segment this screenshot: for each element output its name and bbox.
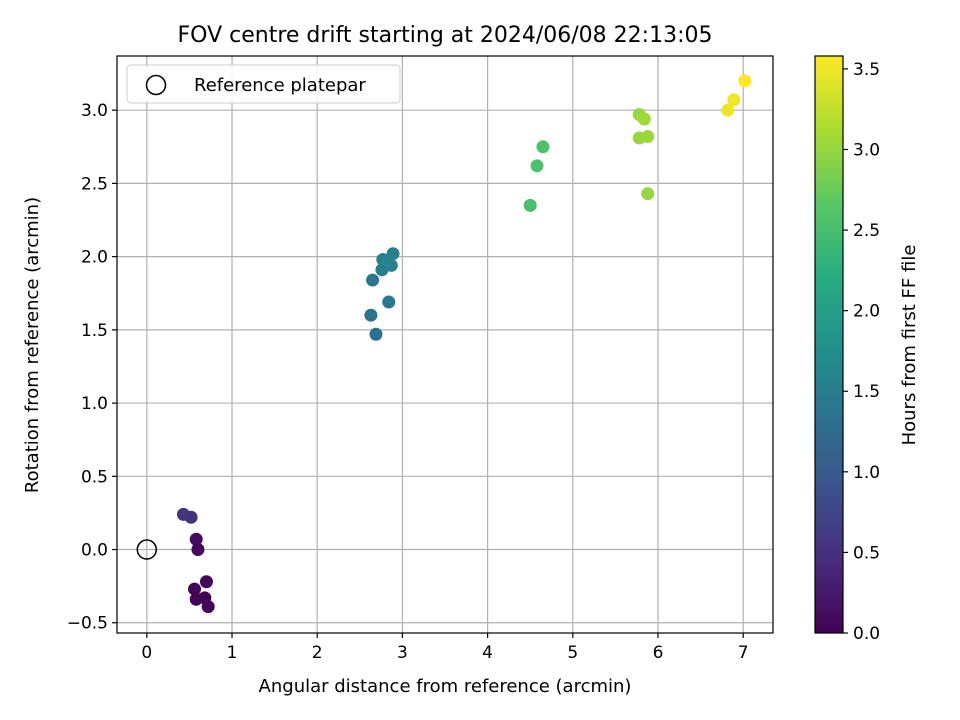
- legend-box: [126, 64, 401, 104]
- data-point: [386, 247, 400, 261]
- y-tick-label: −0.5: [67, 614, 108, 634]
- data-point: [364, 308, 378, 322]
- data-point: [188, 582, 202, 596]
- legend-marker-icon: [145, 74, 167, 96]
- x-axis-ticks: 0 1 2 3 4 5 6 7: [141, 633, 749, 663]
- x-tick-label: 2: [312, 643, 323, 663]
- data-point: [523, 198, 537, 212]
- y-tick-label: 0.0: [81, 541, 108, 561]
- colorbar-label: Hours from first FF file: [899, 245, 920, 446]
- legend: Reference platepar: [126, 64, 401, 104]
- data-point: [727, 93, 741, 107]
- colorbar-tick-label: 3.5: [853, 60, 880, 80]
- data-point: [738, 74, 752, 88]
- x-tick-label: 7: [738, 643, 749, 663]
- data-point: [199, 575, 213, 589]
- colorbar-tick-label: 0.5: [853, 543, 880, 563]
- y-tick-label: 3.0: [81, 101, 108, 121]
- data-point: [184, 510, 198, 524]
- x-tick-label: 4: [482, 643, 493, 663]
- colorbar-tick-label: 2.0: [853, 302, 880, 322]
- data-point: [366, 273, 380, 287]
- data-point: [201, 600, 215, 614]
- y-tick-label: 1.0: [81, 394, 108, 414]
- y-tick-label: 2.0: [81, 248, 108, 268]
- plot-frame: [116, 55, 774, 634]
- colorbar-tick-label: 1.0: [853, 463, 880, 483]
- data-point: [536, 140, 550, 154]
- grid-lines: [117, 56, 773, 633]
- data-point: [369, 327, 383, 341]
- legend-entry-label: Reference platepar: [194, 75, 366, 96]
- colorbar-tick-label: 1.5: [853, 382, 880, 402]
- data-point: [382, 295, 396, 309]
- y-tick-label: 2.5: [81, 174, 108, 194]
- y-tick-label: 1.5: [81, 321, 108, 341]
- data-point: [189, 532, 203, 546]
- data-point: [530, 159, 544, 173]
- reference-marker: [136, 539, 158, 560]
- data-point: [641, 130, 655, 144]
- data-point: [384, 258, 398, 272]
- x-tick-label: 3: [397, 643, 408, 663]
- x-tick-label: 1: [227, 643, 238, 663]
- colorbar-tick-label: 3.0: [853, 140, 880, 160]
- data-point: [637, 112, 651, 126]
- data-point: [641, 187, 655, 201]
- y-tick-label: 0.5: [81, 467, 108, 487]
- reference-platepar-marker: [136, 539, 158, 560]
- y-axis-label: Rotation from reference (arcmin): [22, 197, 43, 493]
- chart-title: FOV centre drift starting at 2024/06/08 …: [178, 23, 713, 48]
- colorbar: 0.0 0.5 1.0 1.5 2.0 2.5 3.0 3.5 Hours from firs…: [814, 55, 920, 644]
- data-point: [721, 103, 735, 117]
- x-tick-label: 6: [653, 643, 664, 663]
- x-axis-label: Angular distance from reference (arcmin): [259, 676, 632, 697]
- colorbar-gradient: [814, 55, 844, 634]
- data-point: [191, 543, 205, 557]
- x-tick-label: 0: [141, 643, 152, 663]
- data-points: [176, 74, 752, 614]
- colorbar-tick-label: 2.5: [853, 221, 880, 241]
- y-axis-ticks: −0.5 0.0 0.5 1.0 1.5 2.0 2.5 3.0: [67, 101, 117, 634]
- colorbar-ticks: 0.0 0.5 1.0 1.5 2.0 2.5 3.0 3.5: [843, 60, 880, 644]
- x-tick-label: 5: [567, 643, 578, 663]
- colorbar-tick-label: 0.0: [853, 624, 880, 644]
